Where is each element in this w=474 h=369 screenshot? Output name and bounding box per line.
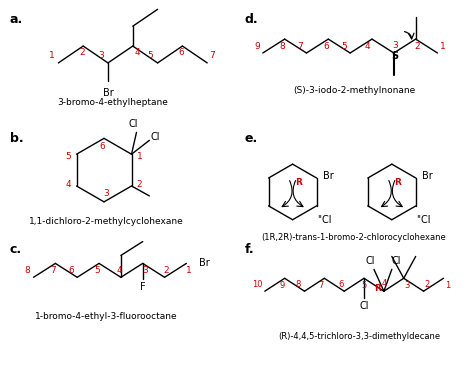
Text: 3-bromo-4-ethylheptane: 3-bromo-4-ethylheptane <box>57 98 168 107</box>
Text: 2: 2 <box>415 42 420 51</box>
Text: 8: 8 <box>296 280 301 289</box>
Text: Br: Br <box>199 258 210 268</box>
Text: 5: 5 <box>66 152 72 161</box>
Text: F: F <box>140 282 146 292</box>
Text: 1: 1 <box>48 51 55 61</box>
Text: Cl: Cl <box>151 132 160 142</box>
Text: 6: 6 <box>99 142 105 151</box>
Text: 4: 4 <box>66 179 72 189</box>
Text: e.: e. <box>245 132 258 145</box>
Text: 3: 3 <box>142 266 147 275</box>
Text: 5: 5 <box>341 42 347 51</box>
Text: 1-bromo-4-ethyl-3-fluorooctane: 1-bromo-4-ethyl-3-fluorooctane <box>35 313 177 321</box>
Text: 5: 5 <box>94 266 100 275</box>
Text: a.: a. <box>10 13 23 26</box>
Text: ''Cl: ''Cl <box>317 215 332 225</box>
Text: 10: 10 <box>252 280 262 289</box>
Text: c.: c. <box>10 243 22 256</box>
Text: 3: 3 <box>98 51 104 61</box>
Text: Cl: Cl <box>129 120 138 130</box>
Text: d.: d. <box>245 13 258 26</box>
Text: 5: 5 <box>361 281 367 290</box>
Text: R: R <box>374 284 382 293</box>
Text: Cl: Cl <box>359 301 369 311</box>
Text: R: R <box>394 177 401 186</box>
Text: 8: 8 <box>280 42 285 51</box>
Text: 1: 1 <box>185 266 191 275</box>
Text: 4: 4 <box>381 279 386 288</box>
Text: 3: 3 <box>103 189 109 199</box>
Text: Br: Br <box>323 171 334 181</box>
Text: 3: 3 <box>404 281 410 290</box>
Text: (S)-3-iodo-2-methylnonane: (S)-3-iodo-2-methylnonane <box>293 86 415 95</box>
Text: 6: 6 <box>323 42 329 51</box>
Text: 4: 4 <box>116 266 122 275</box>
Text: Br: Br <box>102 88 113 98</box>
Text: Cl: Cl <box>391 256 401 266</box>
Text: 7: 7 <box>51 266 56 275</box>
Text: Br: Br <box>422 171 433 181</box>
Text: 3: 3 <box>392 41 398 49</box>
Text: 6: 6 <box>338 280 344 289</box>
Text: 4: 4 <box>135 48 141 58</box>
Text: ''Cl: ''Cl <box>417 215 431 225</box>
Text: 9: 9 <box>279 281 284 290</box>
Text: R: R <box>295 177 302 186</box>
Text: 8: 8 <box>25 266 30 275</box>
Text: 9: 9 <box>254 42 260 51</box>
Text: 6: 6 <box>179 48 184 58</box>
Text: 1: 1 <box>445 281 450 290</box>
Text: 2: 2 <box>79 48 85 58</box>
Text: 1: 1 <box>439 42 445 51</box>
Text: S: S <box>391 51 398 61</box>
Text: 2: 2 <box>424 280 429 289</box>
Text: 7: 7 <box>319 281 324 290</box>
Text: 1,1-dichloro-2-methylcyclohexane: 1,1-dichloro-2-methylcyclohexane <box>28 217 183 226</box>
Text: f.: f. <box>245 243 255 256</box>
Text: b.: b. <box>10 132 23 145</box>
Text: 4: 4 <box>364 42 370 51</box>
Text: Cl: Cl <box>365 256 375 266</box>
Text: (1R,2R)-trans-1-bromo-2-chlorocyclohexane: (1R,2R)-trans-1-bromo-2-chlorocyclohexan… <box>262 233 447 242</box>
Text: 2: 2 <box>164 266 169 275</box>
Text: 5: 5 <box>148 51 154 61</box>
Text: 7: 7 <box>298 42 303 51</box>
Text: 1: 1 <box>137 152 142 161</box>
Text: 2: 2 <box>137 179 142 189</box>
Text: 7: 7 <box>210 51 215 61</box>
Text: 6: 6 <box>68 266 74 275</box>
Text: (R)-4,4,5-trichloro-3,3-dimethyldecane: (R)-4,4,5-trichloro-3,3-dimethyldecane <box>278 332 440 341</box>
